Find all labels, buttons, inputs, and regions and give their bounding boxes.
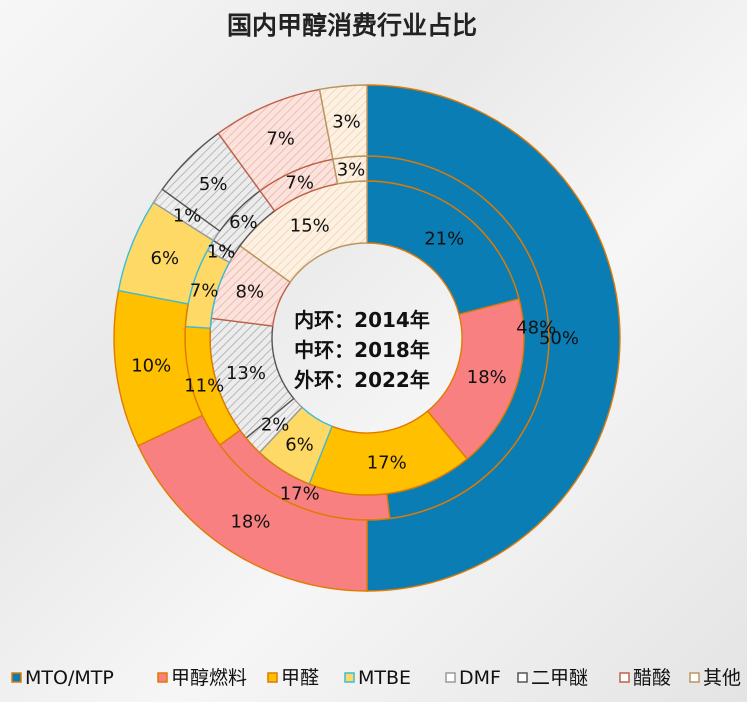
slice-label-middle-4: 1%	[207, 242, 236, 263]
slice-label-middle-0: 48%	[516, 317, 556, 338]
slice-label-outer-5: 5%	[199, 174, 228, 195]
slice-label-middle-7: 3%	[337, 159, 366, 180]
slice-label-outer-6: 7%	[266, 128, 295, 149]
center-legend: 内环：2014年 中环：2018年 外环：2022年	[294, 308, 430, 392]
slice-label-inner-1: 18%	[467, 367, 507, 388]
slice-label-outer-4: 1%	[173, 206, 202, 227]
slice-label-outer-7: 3%	[332, 112, 361, 133]
legend-swatch-5	[517, 672, 528, 683]
legend-label-0: MTO/MTP	[25, 667, 114, 689]
slice-label-middle-5: 6%	[229, 212, 258, 233]
slice-label-middle-6: 7%	[285, 172, 314, 193]
slice-outer-7	[318, 84, 368, 161]
center-label-middle: 中环：2018年	[294, 338, 430, 362]
slice-label-inner-5: 13%	[226, 363, 266, 384]
slice-labels-group: 21%18%17%6%2%13%8%15%48%17%11%7%1%6%7%3%…	[131, 112, 579, 533]
legend-label-7: 其他	[703, 667, 741, 689]
legend-swatch-2	[267, 672, 278, 683]
chart-legend: MTO/MTP 甲醇燃料 甲醛 MTBE DMF 二甲醚 醋酸 其他	[11, 667, 741, 689]
slice-label-inner-4: 2%	[261, 414, 290, 435]
legend-label-1: 甲醇燃料	[171, 667, 247, 689]
slice-label-inner-6: 8%	[236, 282, 265, 303]
slice-label-inner-3: 6%	[285, 434, 314, 455]
slice-label-inner-7: 15%	[290, 216, 330, 237]
slice-label-outer-1: 18%	[230, 512, 270, 533]
center-label-inner: 内环：2014年	[294, 308, 430, 332]
legend-swatch-7	[689, 672, 700, 683]
legend-label-2: 甲醛	[281, 667, 319, 689]
chart-title: 国内甲醇消费行业占比	[227, 11, 477, 40]
legend-swatch-6	[619, 672, 630, 683]
slice-label-outer-3: 6%	[151, 248, 180, 269]
slice-outer-0	[366, 84, 621, 592]
rings-group	[113, 84, 621, 592]
slice-label-inner-2: 17%	[367, 452, 407, 473]
slice-label-outer-0: 50%	[539, 328, 579, 349]
legend-label-5: 二甲醚	[531, 667, 588, 689]
legend-swatch-4	[445, 672, 456, 683]
slice-label-inner-0: 21%	[424, 228, 464, 249]
center-label-outer: 外环：2022年	[294, 368, 430, 392]
legend-label-6: 醋酸	[633, 667, 671, 689]
legend-swatch-3	[344, 672, 355, 683]
legend-label-4: DMF	[459, 667, 501, 689]
slice-label-middle-3: 7%	[190, 281, 219, 302]
slice-label-middle-1: 17%	[280, 484, 320, 505]
legend-swatch-0	[11, 672, 22, 683]
legend-label-3: MTBE	[358, 667, 411, 689]
slice-label-middle-2: 11%	[184, 375, 224, 396]
legend-swatch-1	[157, 672, 168, 683]
slice-label-outer-2: 10%	[131, 355, 171, 376]
